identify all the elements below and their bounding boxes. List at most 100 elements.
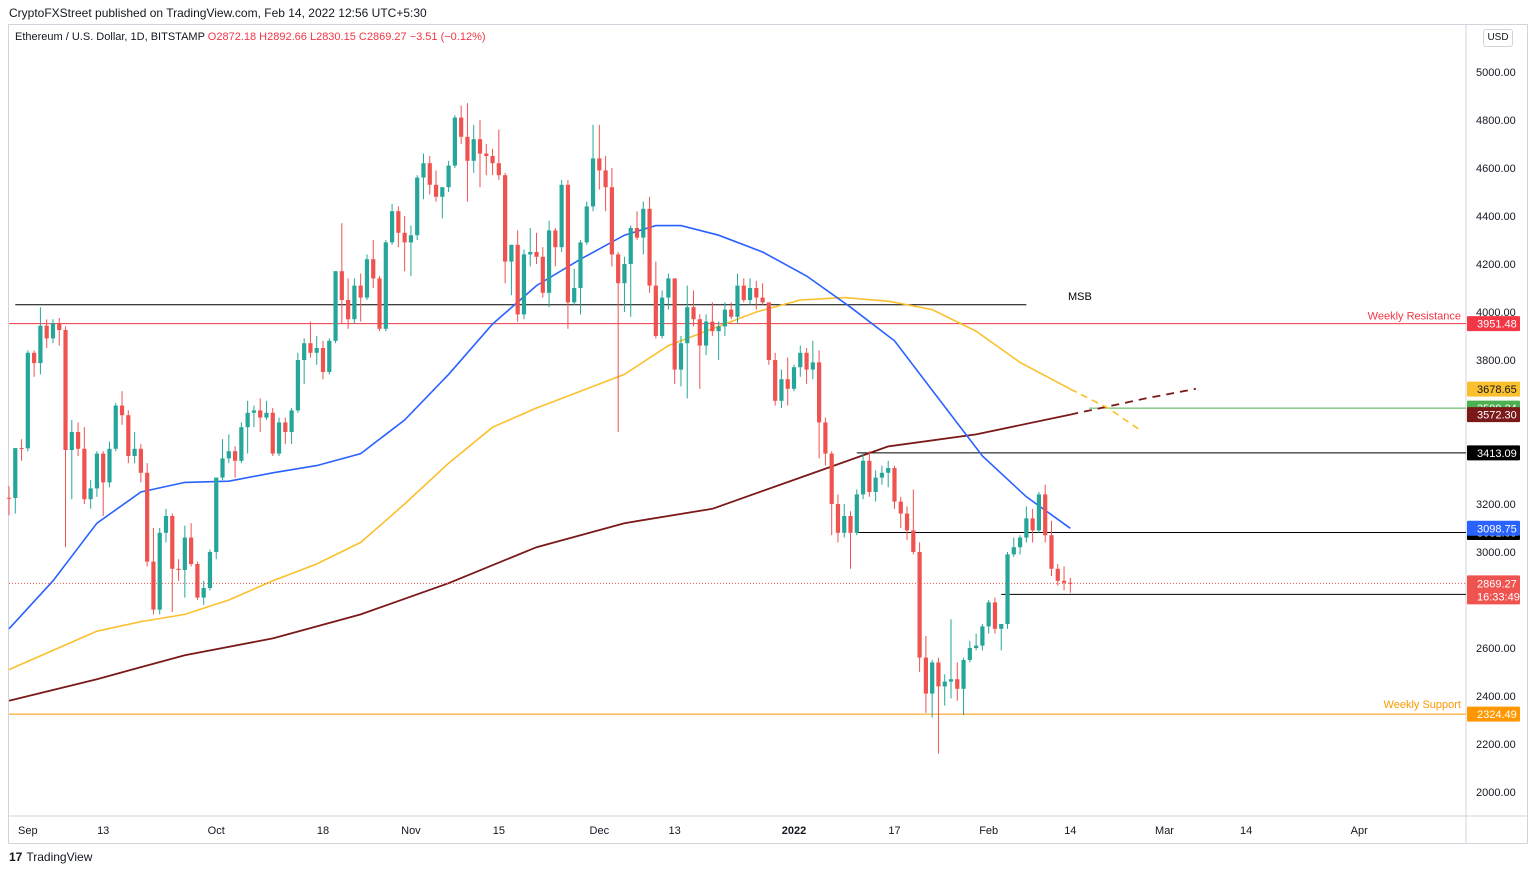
candle-body (660, 297, 665, 336)
candle-body (930, 662, 935, 694)
candle-body (471, 139, 476, 161)
candle-body (829, 453, 834, 504)
x-tick-label: Nov (401, 825, 421, 837)
symbol-legend: Ethereum / U.S. Dollar, 1D, BITSTAMP O28… (15, 31, 486, 43)
candle-body (898, 501, 903, 514)
candle-body (44, 325, 49, 339)
candle-body (559, 184, 564, 248)
candle-body (917, 552, 922, 658)
ma-darkred-projection (1070, 387, 1197, 416)
candle-body (232, 451, 238, 461)
candle-body (189, 537, 194, 564)
candle-body (835, 504, 841, 533)
x-tick-label: 2022 (782, 825, 806, 837)
candle-body (1036, 494, 1042, 531)
candle-body (320, 348, 326, 372)
ohlc-open: O2872.18 (207, 31, 257, 43)
candle-body (151, 561, 156, 610)
candle-body (402, 232, 407, 243)
candle-body (528, 252, 533, 255)
currency-button[interactable]: USD (1483, 29, 1513, 47)
candle-body (754, 288, 759, 298)
ma-price-tag: 3678.65 (1477, 384, 1517, 396)
candle-body (854, 494, 859, 533)
ma-darkred-line (8, 413, 1071, 702)
candle-body (138, 448, 143, 473)
candle-body (145, 472, 150, 562)
candle-body (521, 254, 527, 315)
candle-body (408, 235, 414, 243)
tradingview-brand: TradingView (26, 850, 93, 864)
candle-body (283, 422, 288, 432)
ohlc-close: C2869.27 (358, 31, 407, 43)
candle-body (1061, 580, 1067, 583)
weekly-resistance-label: Weekly Resistance (1368, 311, 1461, 323)
candle-body (565, 184, 571, 303)
candle-body (955, 679, 960, 689)
ohlc-change: −3.51 (−0.12%) (409, 31, 486, 43)
candle-body (1068, 582, 1073, 584)
candle-body (132, 448, 137, 456)
last-price-tag-bg (1467, 575, 1520, 605)
candle-body (879, 472, 885, 478)
candle-body (691, 307, 696, 320)
candle-body (867, 460, 872, 492)
candle-body (82, 448, 87, 500)
candle-body (371, 259, 376, 279)
candle-body (653, 285, 658, 336)
candle-body (264, 412, 269, 418)
x-tick-label: 14 (1064, 825, 1076, 837)
candle-body (32, 352, 37, 364)
price-tag-weekly-resistance-bg (1467, 316, 1520, 332)
candle-body (358, 285, 363, 298)
ma-blue-line (8, 224, 1071, 630)
ohlc-high: H2892.66 (259, 31, 307, 43)
candle-body (157, 532, 162, 610)
tradingview-logo-icon: 17 (9, 850, 23, 864)
candle-body (170, 516, 175, 569)
ohlc-low: L2830.15 (309, 31, 356, 43)
candle-body (553, 230, 558, 248)
candle-body (842, 516, 847, 533)
candle-body (258, 410, 263, 418)
price-tag-level-3413: 3413.09 (1477, 448, 1517, 460)
candle-body (741, 285, 746, 300)
ma-price-tag: 3098.75 (1477, 523, 1517, 535)
x-tick-label: 13 (669, 825, 681, 837)
published-caption: CryptoFXStreet published on TradingView.… (9, 6, 427, 20)
candle-body (69, 432, 74, 450)
candle-body (270, 412, 275, 454)
candle-body (113, 405, 118, 449)
candle-body (396, 211, 401, 233)
candle-body (389, 211, 395, 243)
candle-body (63, 330, 68, 450)
candle-body (13, 448, 18, 498)
candle-body (1043, 494, 1048, 536)
candle-body (421, 163, 426, 178)
y-tick-label: 3800.00 (1476, 355, 1516, 367)
candle-body (427, 163, 432, 185)
y-tick-label: 3000.00 (1476, 547, 1516, 559)
candle-body (57, 323, 62, 330)
candle-body (1005, 554, 1010, 624)
x-tick-label: Oct (208, 825, 225, 837)
candle-body (534, 252, 539, 257)
candle-body (936, 662, 941, 687)
candle-body (904, 513, 910, 531)
candle-body (760, 297, 765, 303)
candle-body (195, 564, 200, 598)
price-tag-weekly-resistance: 3951.48 (1477, 319, 1517, 331)
candle-body (942, 681, 947, 687)
y-tick-label: 4400.00 (1476, 211, 1516, 223)
tradingview-logo[interactable]: 17 TradingView (9, 850, 92, 864)
candle-body (503, 175, 508, 262)
candle-body (817, 362, 822, 423)
candle-body (1024, 518, 1029, 538)
candle-body (276, 422, 282, 454)
candle-body (415, 177, 420, 236)
ma-orange-projection (1069, 388, 1140, 431)
candle-body (810, 362, 815, 370)
candle-body (766, 302, 771, 360)
candle-body (477, 139, 483, 154)
